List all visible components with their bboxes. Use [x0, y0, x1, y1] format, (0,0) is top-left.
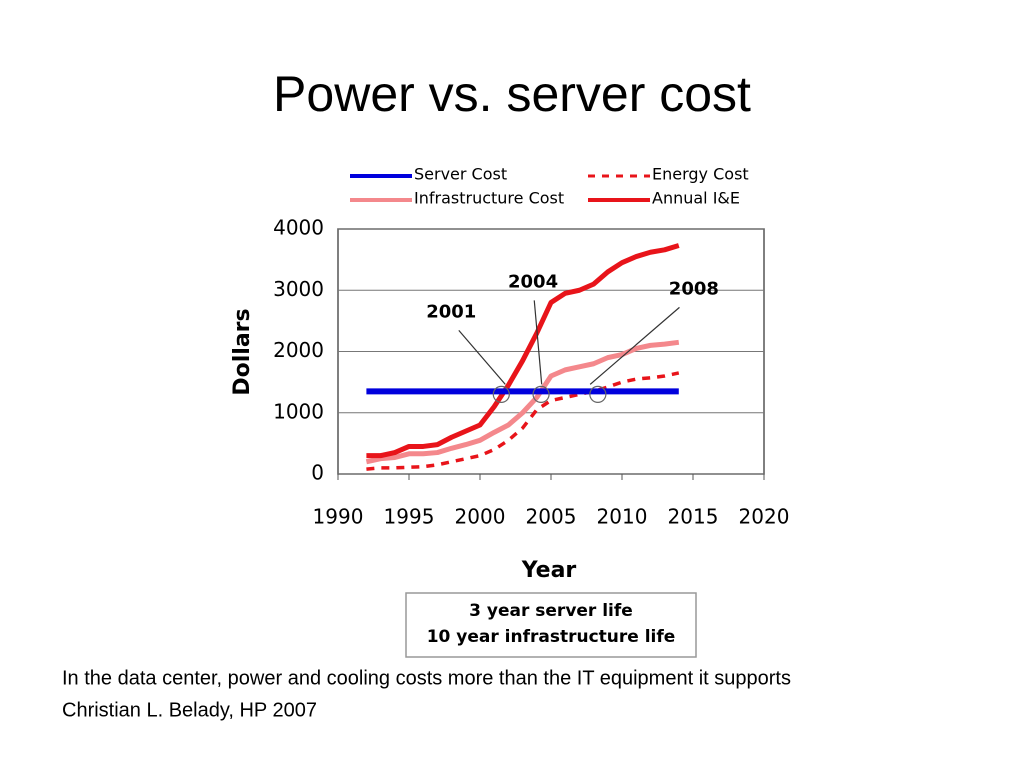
- legend-label: Energy Cost: [652, 165, 749, 184]
- x-tick-label: 1990: [313, 505, 364, 529]
- crossing-marker: [589, 385, 607, 403]
- caption: Christian L. Belady, HP 2007: [62, 699, 317, 721]
- y-tick-label: 3000: [273, 277, 324, 301]
- caption: In the data center, power and cooling co…: [62, 667, 791, 689]
- y-tick-label: 0: [311, 461, 324, 485]
- y-tick-label: 2000: [273, 338, 324, 362]
- x-tick-label: 1995: [384, 505, 435, 529]
- annotation-arrow: [533, 300, 543, 385]
- annotation-arrow: [458, 329, 506, 385]
- note-box: [405, 592, 697, 658]
- y-axis-label: Dollars: [230, 308, 255, 395]
- legend-label: Annual I&E: [652, 189, 740, 208]
- x-axis-label: Year: [521, 558, 577, 583]
- x-tick-label: 2010: [597, 505, 648, 529]
- line: [366, 243, 680, 459]
- note: 10 year infrastructure life: [427, 627, 676, 647]
- annotation: 2004: [508, 271, 558, 292]
- legend-label: Infrastructure Cost: [414, 189, 564, 208]
- crossing-marker: [532, 385, 550, 403]
- x-tick-label: 2015: [668, 505, 719, 529]
- crossing-marker: [492, 385, 510, 403]
- line: [366, 371, 680, 471]
- x-tick-label: 2005: [526, 505, 577, 529]
- slide-title: Power vs. server cost: [273, 66, 751, 122]
- annotation-arrow: [589, 306, 680, 385]
- annotation: 2001: [426, 301, 476, 322]
- legend-label: Server Cost: [414, 165, 507, 184]
- note: 3 year server life: [469, 601, 633, 621]
- y-tick-label: 4000: [273, 216, 324, 240]
- y-tick-label: 1000: [273, 399, 324, 423]
- x-tick-label: 2000: [455, 505, 506, 529]
- x-tick-label: 2020: [739, 505, 790, 529]
- annotation: 2008: [669, 278, 719, 299]
